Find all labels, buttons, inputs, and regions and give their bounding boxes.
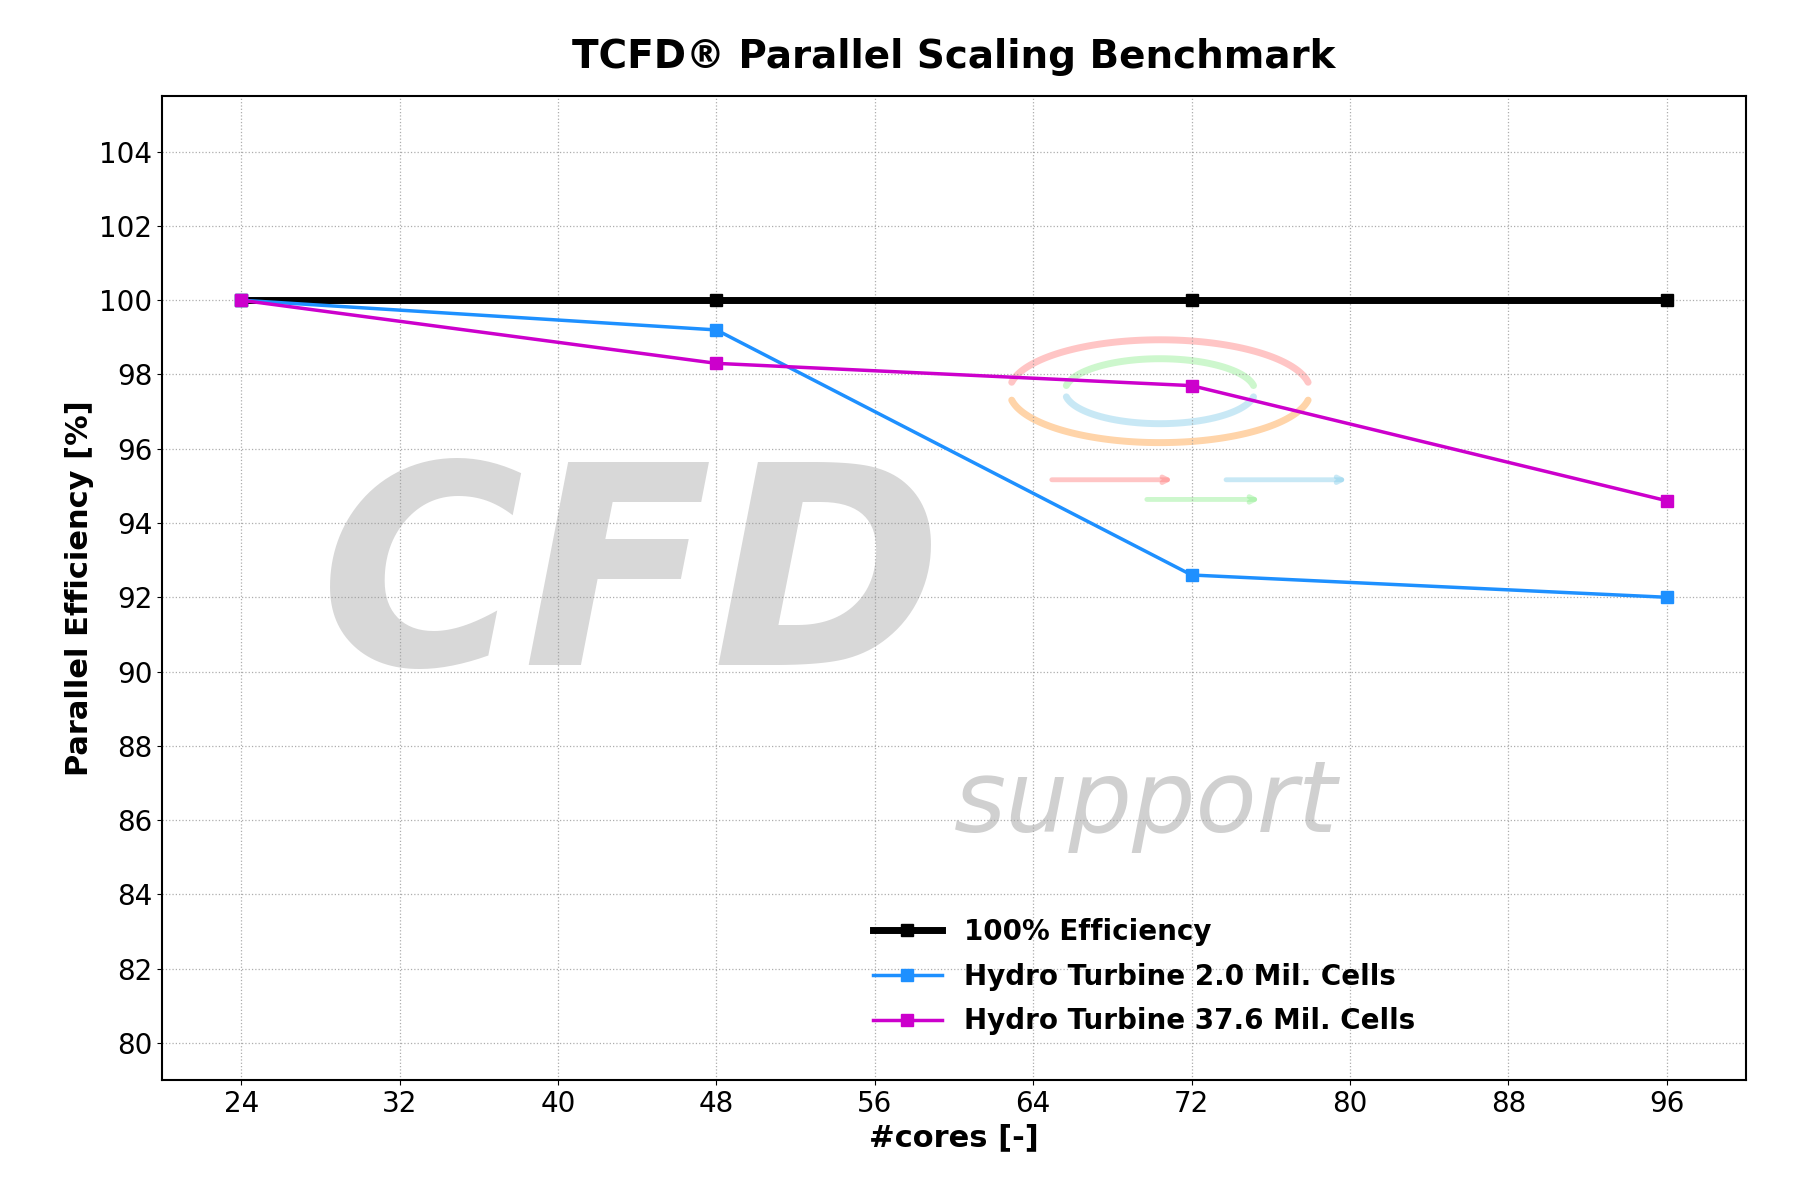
Title: TCFD® Parallel Scaling Benchmark: TCFD® Parallel Scaling Benchmark	[572, 38, 1336, 77]
Line: Hydro Turbine 2.0 Mil. Cells: Hydro Turbine 2.0 Mil. Cells	[236, 294, 1672, 604]
Hydro Turbine 37.6 Mil. Cells	[230, 293, 252, 307]
Y-axis label: Parallel Efficiency [%]: Parallel Efficiency [%]	[65, 400, 94, 776]
X-axis label: #cores [-]: #cores [-]	[869, 1123, 1039, 1152]
100% Efficiency	[230, 293, 252, 307]
Hydro Turbine 2.0 Mil. Cells	[230, 293, 252, 307]
100% Efficiency	[706, 293, 727, 307]
Hydro Turbine 2.0 Mil. Cells	[1656, 590, 1678, 605]
Hydro Turbine 2.0 Mil. Cells	[1181, 568, 1202, 582]
Hydro Turbine 37.6 Mil. Cells	[706, 356, 727, 371]
Text: support: support	[954, 756, 1337, 853]
100% Efficiency	[1181, 293, 1202, 307]
Text: CFD: CFD	[320, 452, 945, 722]
Hydro Turbine 37.6 Mil. Cells	[1656, 493, 1678, 508]
Line: Hydro Turbine 37.6 Mil. Cells: Hydro Turbine 37.6 Mil. Cells	[236, 294, 1672, 506]
Line: 100% Efficiency: 100% Efficiency	[236, 294, 1672, 306]
Hydro Turbine 2.0 Mil. Cells	[706, 323, 727, 337]
Hydro Turbine 37.6 Mil. Cells	[1181, 378, 1202, 392]
100% Efficiency	[1656, 293, 1678, 307]
Legend: 100% Efficiency, Hydro Turbine 2.0 Mil. Cells, Hydro Turbine 37.6 Mil. Cells: 100% Efficiency, Hydro Turbine 2.0 Mil. …	[862, 907, 1427, 1046]
